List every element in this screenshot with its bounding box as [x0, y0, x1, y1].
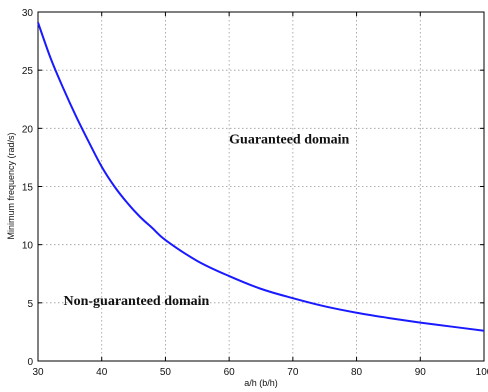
x-tick-label: 50: [160, 367, 172, 378]
series-line: [38, 22, 484, 330]
y-tick-label: 15: [22, 183, 34, 194]
x-tick-label: 80: [351, 367, 363, 378]
y-tick-label: 30: [22, 8, 34, 19]
y-tick-label: 20: [22, 124, 34, 135]
x-tick-label: 100: [476, 367, 488, 378]
annotation-label: Non-guaranteed domain: [63, 294, 209, 309]
y-axis-label: Minimum frequency (rad/s): [6, 132, 16, 239]
x-tick-label: 30: [32, 367, 44, 378]
x-tick-label: 70: [287, 367, 299, 378]
annotations: Guaranteed domain Non-guaranteed domain: [63, 132, 349, 309]
y-tick-label: 5: [27, 299, 33, 310]
x-tick-label: 60: [224, 367, 236, 378]
y-tick-label: 25: [22, 66, 34, 77]
x-tick-label: 40: [96, 367, 108, 378]
y-tick-label: 0: [27, 357, 33, 368]
x-tick-label: 90: [415, 367, 427, 378]
y-tick-label: 10: [22, 241, 34, 252]
x-axis-label: a/h (b/h): [244, 378, 278, 388]
annotation-label: Guaranteed domain: [229, 132, 349, 147]
